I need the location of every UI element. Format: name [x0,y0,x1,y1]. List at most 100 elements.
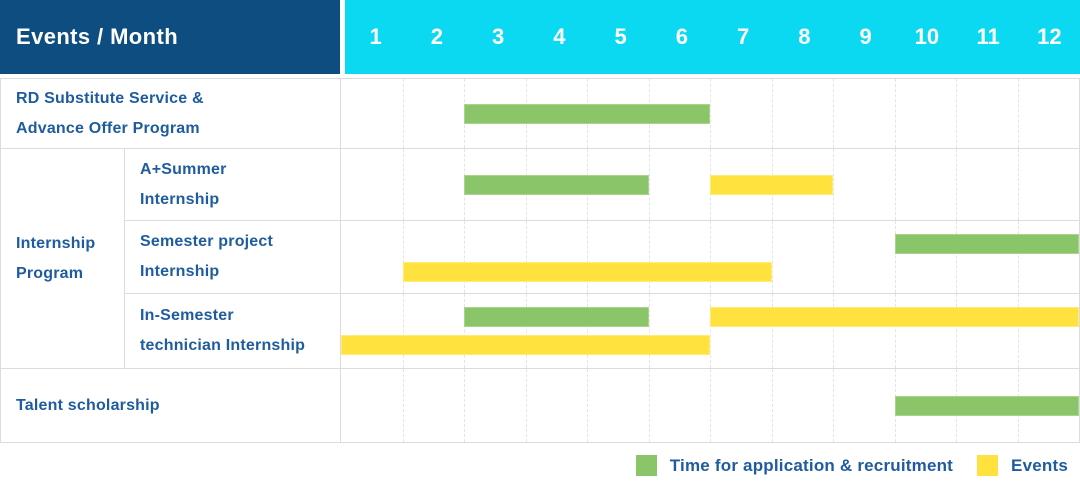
event-period-bar [341,335,710,355]
month-gridline [771,79,773,148]
month-gridline [771,294,773,368]
month-gridline [771,369,773,442]
row-talent-scholarship: Talent scholarship [1,369,1079,442]
month-gridline [710,79,711,148]
legend-item-application: Time for application & recruitment [635,455,954,476]
legend-swatch-events-icon [977,455,999,476]
month-label: 1 [369,24,382,49]
month-gridline [833,221,834,293]
month-gridline [648,221,650,293]
row-a-plus-summer-internship: A+Summer Internship [125,149,1079,221]
month-gridline [648,369,650,442]
timeline-cell-talent-scholarship [341,369,1079,442]
month-gridline [1017,149,1019,220]
row-rd-substitute-service: RD Substitute Service & Advance Offer Pr… [1,79,1079,149]
subrow-label-cell: A+Summer Internship [125,149,341,220]
month-gridline [956,149,957,220]
month-gridline [956,294,957,368]
application-period-bar [464,307,649,327]
month-gridline [833,79,834,148]
month-gridline [1017,79,1019,148]
row-label-cell: RD Substitute Service & Advance Offer Pr… [1,79,341,148]
month-label: 11 [976,24,1000,49]
legend-swatch-application-icon [635,455,657,476]
month-gridline [525,294,527,368]
month-gridline [710,369,711,442]
row-label-text: Talent scholarship [16,396,160,414]
month-gridline [464,294,465,368]
month-label: 12 [1037,24,1062,49]
month-gridline [1017,221,1019,293]
row-group-internship-program: Internship Program A+Summer Internship S… [1,149,1079,369]
header-row: Events / Month 1 2 3 4 5 6 7 8 9 10 11 12 [0,0,1080,74]
event-period-bar [710,307,1079,327]
month-gridline [1017,294,1019,368]
timeline-cell-a-plus-summer [341,149,1079,220]
month-label: 10 [914,24,940,49]
month-gridline [402,149,404,220]
legend: Time for application & recruitment Event… [635,455,1068,476]
month-gridline [402,294,404,368]
month-gridline [894,294,896,368]
group-label-cell: Internship Program [1,149,125,368]
month-gridline [710,294,711,368]
month-gridline [894,149,896,220]
month-gridline [833,369,834,442]
month-gridline [587,221,588,293]
month-label: 4 [553,24,566,49]
subrow-label-cell: In-Semester technician Internship [125,294,341,368]
month-gridline [587,369,588,442]
month-gridline [894,79,896,148]
application-period-bar [464,103,710,124]
month-gridline [771,221,773,293]
event-period-bar [710,174,833,195]
month-gridline [833,294,834,368]
application-period-bar [464,174,649,195]
month-label: 3 [492,24,505,49]
timeline-cell-semester-project [341,221,1079,293]
month-gridline [648,149,650,220]
month-label: 7 [737,24,750,49]
row-in-semester-technician-internship: In-Semester technician Internship [125,294,1079,368]
month-gridline [956,221,957,293]
row-label-cell: Talent scholarship [1,369,341,442]
application-period-bar [894,395,1079,416]
month-label: 2 [430,24,443,49]
header-title: Events / Month [16,24,179,49]
row-label-text: A+Summer Internship [140,160,227,208]
legend-item-events: Events [977,455,1068,476]
subrow-label-cell: Semester project Internship [125,221,341,293]
month-gridline [833,149,834,220]
timeline-cell-rd-substitute [341,79,1079,148]
month-gridline [894,221,896,293]
month-gridline [402,221,404,293]
header-events-month-cell: Events / Month [0,0,340,74]
month-gridline [956,79,957,148]
month-gridline [648,294,650,368]
group-label-text: Internship Program [16,234,96,282]
legend-label-application: Time for application & recruitment [669,455,954,475]
row-label-text: Semester project Internship [140,233,274,280]
month-gridline [525,221,527,293]
month-label: 6 [675,24,688,49]
row-label-text: In-Semester technician Internship [140,307,306,354]
schedule-table-body: RD Substitute Service & Advance Offer Pr… [0,78,1080,443]
month-label: 5 [614,24,627,49]
event-period-bar [402,262,772,282]
month-label: 9 [859,24,872,49]
group-subrows: A+Summer Internship Semester project Int… [125,149,1079,368]
month-label: 8 [798,24,811,49]
row-semester-project-internship: Semester project Internship [125,221,1079,294]
month-gridline [464,369,465,442]
month-gridline [402,79,404,148]
row-label-text: RD Substitute Service & Advance Offer Pr… [16,89,204,137]
legend-label-events: Events [1011,455,1068,475]
application-period-bar [894,234,1079,254]
month-gridline [464,221,465,293]
month-gridline [587,294,588,368]
month-header-strip: 1 2 3 4 5 6 7 8 9 10 11 12 [345,0,1080,74]
month-gridline [525,369,527,442]
month-gridline [402,369,404,442]
month-gridline [710,221,711,293]
